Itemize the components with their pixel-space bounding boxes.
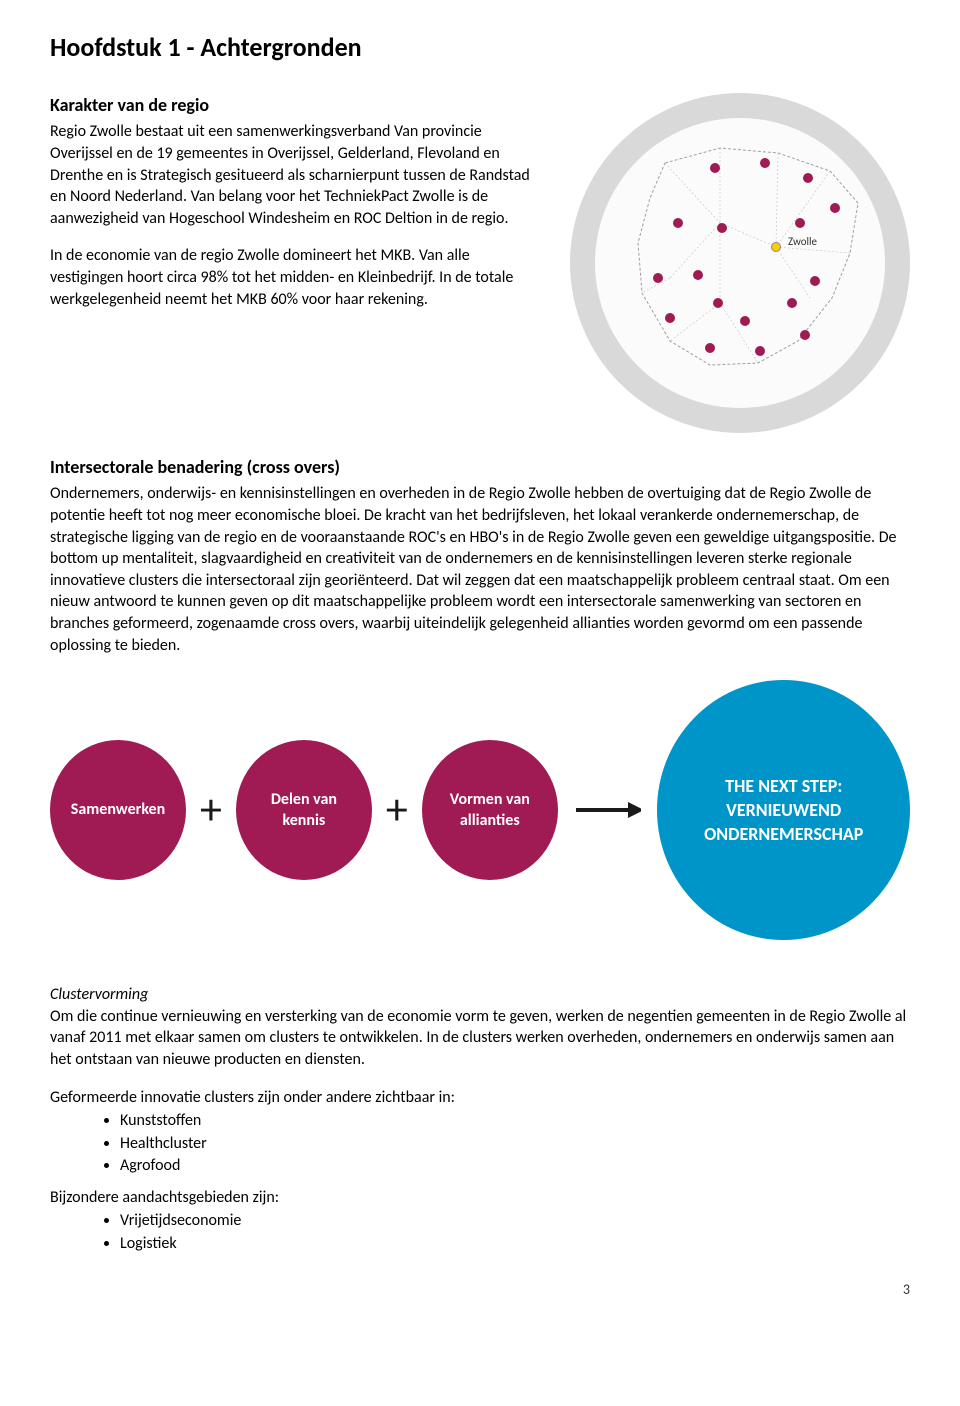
section1-heading: Karakter van de regio [50,93,540,117]
map-city-dot [717,223,727,233]
plus-icon: + [196,780,226,839]
map-region-outline [570,93,910,433]
list-item: Healthcluster [120,1133,910,1155]
map-city-dot [755,346,765,356]
arrow-icon [574,798,642,822]
focus-areas-list: VrijetijdseconomieLogistiek [50,1210,910,1254]
map-city-dot [713,298,723,308]
map-city-zwolle [771,242,781,252]
map-city-dot [673,218,683,228]
map-city-dot [803,173,813,183]
map-city-dot [787,298,797,308]
map-city-dot [760,158,770,168]
map-city-dot [795,218,805,228]
list-item: Logistiek [120,1233,910,1255]
page-number: 3 [50,1281,910,1300]
diagram-circle-vormen-allianties: Vormen van allianties [422,740,558,880]
map-zwolle-label: Zwolle [788,235,817,250]
list-item: Kunststoffen [120,1110,910,1132]
clusters-list: KunststoffenHealthclusterAgrofood [50,1110,910,1177]
map-city-dot [693,270,703,280]
right-column-map: Zwolle [570,93,910,433]
diagram-circle-delen-kennis: Delen van kennis [236,740,372,880]
diagram-circle-result: THE NEXT STEP: VERNIEUWEND ONDERNEMERSCH… [657,680,910,940]
list-item: Agrofood [120,1155,910,1177]
section3-para3: Bijzondere aandachtsgebieden zijn: [50,1187,910,1209]
map-city-dot [830,203,840,213]
plus-icon: + [382,780,412,839]
list-item: Vrijetijdseconomie [120,1210,910,1232]
section3-para2: Geformeerde innovatie clusters zijn onde… [50,1087,910,1109]
section1-para1: Regio Zwolle bestaat uit een samenwerkin… [50,121,540,229]
diagram-circle-samenwerken: Samenwerken [50,740,186,880]
section1-para2: In de economie van de regio Zwolle domin… [50,245,540,310]
section2-para: Ondernemers, onderwijs- en kennisinstell… [50,483,910,656]
page-title: Hoofdstuk 1 - Achtergronden [50,30,910,65]
left-column: Karakter van de regio Regio Zwolle besta… [50,93,540,433]
map-city-dot [800,330,810,340]
section3-para1: Om die continue vernieuwing en versterki… [50,1006,910,1071]
map-city-dot [705,343,715,353]
map-city-dot [710,163,720,173]
regio-zwolle-map: Zwolle [570,93,910,433]
top-columns: Karakter van de regio Regio Zwolle besta… [50,93,910,433]
map-city-dot [665,313,675,323]
section2-heading: Intersectorale benadering (cross overs) [50,455,910,479]
map-city-dot [810,276,820,286]
process-diagram: Samenwerken + Delen van kennis + Vormen … [50,680,910,940]
map-city-dot [653,273,663,283]
section3-heading: Clustervorming [50,984,910,1006]
map-city-dot [740,316,750,326]
